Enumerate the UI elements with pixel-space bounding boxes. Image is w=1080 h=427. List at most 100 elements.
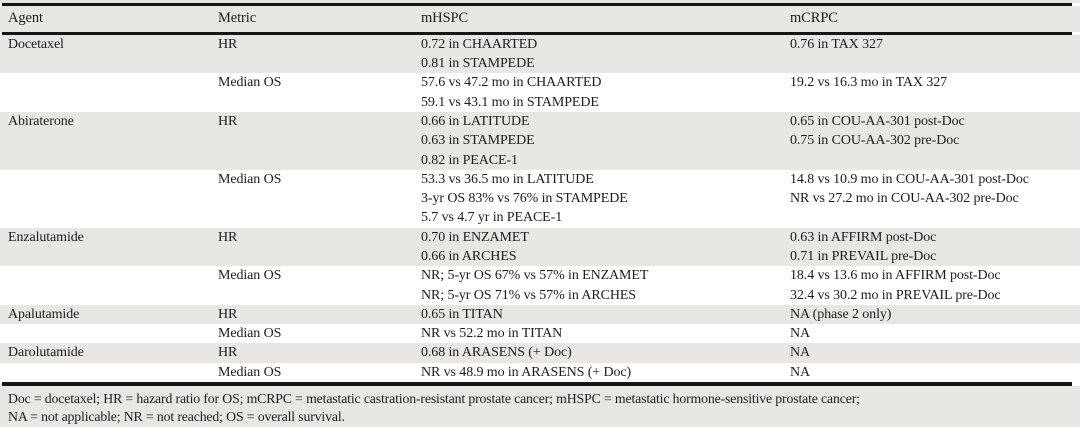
cell-line: NA (phase 2 only)	[790, 306, 892, 322]
cell-line: 0.82 in PEACE-1	[421, 152, 518, 168]
column-header-agent: Agent	[8, 9, 43, 26]
mhspc-cell: 0.70 in ENZAMET 0.66 in ARCHES	[413, 228, 782, 267]
mhspc-cell: 0.66 in LATITUDE 0.63 in STAMPEDE 0.82 in …	[413, 112, 782, 170]
mcrpc-cell: 18.4 vs 13.6 mo in AFFIRM post-Doc 32.4 v…	[782, 266, 1080, 305]
metric-cell: Median OS	[210, 170, 413, 228]
header-cell-mcrpc: mCRPC	[782, 9, 1080, 32]
table-row: Enzalutamide HR 0.70 in ENZAMET 0.66 in ARC…	[0, 227, 1080, 267]
cell-line: HR	[218, 114, 238, 129]
header-cell-mhspc: mHSPC	[413, 9, 782, 32]
metric-cell: HR	[210, 112, 413, 170]
cell-line: 0.71 in PREVAIL pre-Doc	[790, 248, 937, 264]
cell-line: Enzalutamide	[8, 229, 84, 245]
agent-cell: Apalutamide	[0, 305, 210, 324]
metric-cell: Median OS	[210, 363, 413, 382]
top-margin-strip	[0, 0, 1080, 3]
footnote-line: Doc = docetaxel; HR = hazard ratio for O…	[8, 390, 860, 406]
mcrpc-cell: 0.65 in COU-AA-301 post-Doc 0.75 in COU-A…	[782, 112, 1080, 170]
mhspc-cell: 0.65 in TITAN	[413, 305, 782, 324]
column-header-mhspc: mHSPC	[421, 9, 469, 26]
cell-line: 0.70 in ENZAMET	[421, 229, 529, 245]
cell-line: HR	[218, 345, 238, 361]
mhspc-cell: NR vs 52.2 mo in TITAN	[413, 324, 782, 343]
mhspc-cell: NR vs 48.9 mo in ARASENS (+ Doc)	[413, 363, 782, 382]
mcrpc-cell: 0.63 in AFFIRM post-Doc 0.71 in PREVAIL p…	[782, 228, 1080, 267]
cell-line: 0.66 in LATITUDE	[421, 114, 530, 129]
cell-line: 0.75 in COU-AA-302 pre-Doc	[790, 133, 960, 149]
mcrpc-cell: NA (phase 2 only)	[782, 305, 1080, 324]
agent-cell	[0, 266, 210, 305]
mcrpc-cell: 14.8 vs 10.9 mo in COU-AA-301 post-Doc NR…	[782, 170, 1080, 228]
cell-line: 0.68 in ARASENS (+ Doc)	[421, 345, 572, 361]
cell-line: 0.81 in STAMPEDE	[421, 56, 535, 72]
header-cell-metric: Metric	[210, 9, 413, 32]
cell-line: NA	[790, 364, 811, 380]
agent-cell: Docetaxel	[0, 35, 210, 74]
cell-line: NR; 5-yr OS 67% vs 57% in ENZAMET	[421, 268, 649, 284]
cell-line: Median OS	[218, 326, 282, 342]
metric-cell: HR	[210, 343, 413, 362]
table-row: Median OS NR vs 48.9 mo in ARASENS (+ Doc…	[0, 362, 1080, 382]
cell-line: 3-yr OS 83% vs 76% in STAMPEDE	[421, 191, 628, 207]
mhspc-cell: 0.72 in CHAARTED 0.81 in STAMPEDE	[413, 35, 782, 74]
mhspc-cell: 57.6 vs 47.2 mo in CHAARTED 59.1 vs 43.1 …	[413, 73, 782, 112]
cell-line: NR vs 52.2 mo in TITAN	[421, 326, 563, 342]
cell-line: Docetaxel	[8, 36, 64, 52]
cell-line: 32.4 vs 30.2 mo in PREVAIL pre-Doc	[790, 287, 1001, 303]
cell-line: Apalutamide	[8, 306, 80, 322]
mhspc-cell: 0.68 in ARASENS (+ Doc)	[413, 343, 782, 362]
table-row: Median OS NR; 5-yr OS 67% vs 57% in ENZAM…	[0, 266, 1080, 305]
cell-line: 14.8 vs 10.9 mo in COU-AA-301 post-Doc	[790, 171, 1029, 187]
header-rule	[2, 31, 1072, 35]
cell-line: HR	[218, 306, 238, 322]
cell-line: NR; 5-yr OS 71% vs 57% in ARCHES	[421, 287, 636, 303]
mcrpc-cell: 19.2 vs 16.3 mo in TAX 327	[782, 73, 1080, 112]
cell-line: Median OS	[218, 364, 282, 380]
cell-line: Median OS	[218, 75, 282, 91]
cell-line: 18.4 vs 13.6 mo in AFFIRM post-Doc	[790, 268, 1001, 284]
mcrpc-cell: NA	[782, 324, 1080, 343]
cell-line: HR	[218, 229, 238, 245]
table-row: Docetaxel HR 0.72 in CHAARTED 0.81 in STAMP…	[0, 34, 1080, 74]
mcrpc-cell: 0.76 in TAX 327	[782, 35, 1080, 74]
cell-line: 0.63 in AFFIRM post-Doc	[790, 229, 937, 245]
mcrpc-cell: NA	[782, 363, 1080, 382]
column-header-metric: Metric	[218, 9, 257, 26]
table-footnote: Doc = docetaxel; HR = hazard ratio for O…	[0, 385, 1080, 427]
agent-cell: Abiraterone	[0, 112, 210, 170]
cell-line: NA	[790, 326, 811, 342]
cell-line: 0.66 in ARCHES	[421, 248, 517, 264]
table-row: Apalutamide HR 0.65 in TITAN NA (phase 2 on…	[0, 304, 1080, 325]
mcrpc-cell: NA	[782, 343, 1080, 362]
cell-line: NR vs 27.2 mo in COU-AA-302 pre-Doc	[790, 191, 1019, 207]
agent-cell	[0, 324, 210, 343]
cell-line: Median OS	[218, 171, 282, 187]
metric-cell: HR	[210, 228, 413, 267]
agent-cell	[0, 170, 210, 228]
column-header-mcrpc: mCRPC	[790, 9, 838, 26]
cell-line: Darolutamide	[8, 345, 84, 361]
metric-cell: Median OS	[210, 73, 413, 112]
cell-line: NA	[790, 345, 811, 361]
metric-cell: HR	[210, 35, 413, 74]
cell-line: 57.6 vs 47.2 mo in CHAARTED	[421, 75, 602, 91]
header-cell-agent: Agent	[0, 9, 210, 32]
table-header-row: Agent Metric mHSPC mCRPC	[0, 5, 1080, 32]
cell-line: 59.1 vs 43.1 mo in STAMPEDE	[421, 94, 599, 110]
cell-line: HR	[218, 36, 238, 52]
cell-line: 0.76 in TAX 327	[790, 36, 883, 52]
cell-line: 0.63 in STAMPEDE	[421, 133, 535, 149]
agent-cell: Darolutamide	[0, 343, 210, 362]
table-body: Docetaxel HR 0.72 in CHAARTED 0.81 in STAMP…	[0, 34, 1080, 382]
table-row: Median OS 53.3 vs 36.5 mo in LATITUDE 3-yr…	[0, 169, 1080, 228]
table-row: Median OS 57.6 vs 47.2 mo in CHAARTED 59.1…	[0, 73, 1080, 112]
cell-line: 53.3 vs 36.5 mo in LATITUDE	[421, 171, 594, 187]
table-row: Abiraterone HR 0.66 in LATITUDE 0.63 in STA…	[0, 112, 1080, 170]
top-rule	[2, 2, 1072, 6]
metric-cell: Median OS	[210, 324, 413, 343]
cell-line: NR vs 48.9 mo in ARASENS (+ Doc)	[421, 364, 632, 380]
cell-line: 0.72 in CHAARTED	[421, 36, 538, 52]
cell-line: 0.65 in TITAN	[421, 306, 503, 322]
cell-line: 5.7 vs 4.7 yr in PEACE-1	[421, 210, 563, 226]
